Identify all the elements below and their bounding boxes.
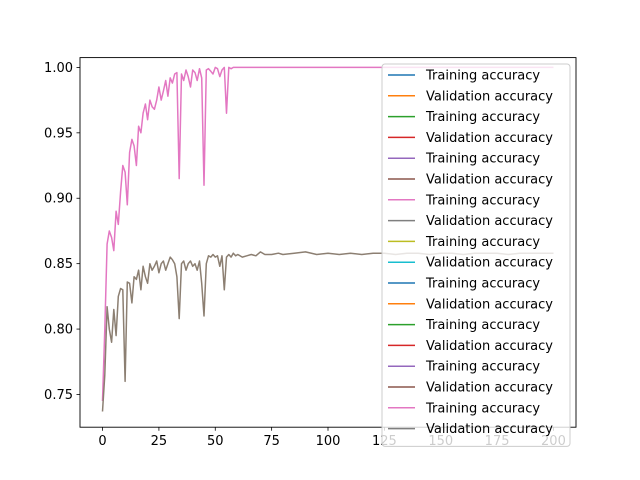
legend-label: Validation accuracy <box>426 381 553 396</box>
legend-label: Validation accuracy <box>426 89 553 104</box>
legend-label: Training accuracy <box>425 318 540 333</box>
x-tick-label: 0 <box>98 434 106 449</box>
y-tick-label: 0.95 <box>44 126 73 141</box>
y-tick-label: 0.75 <box>44 388 73 403</box>
legend-label: Training accuracy <box>425 401 540 416</box>
legend: Training accuracy Validation accuracy Trai… <box>381 63 571 447</box>
legend-label: Validation accuracy <box>426 214 553 229</box>
legend-label: Validation accuracy <box>426 131 553 146</box>
y-tick-label: 0.85 <box>44 257 73 272</box>
series-layer <box>101 66 554 412</box>
y-tick-label: 1.00 <box>44 61 73 76</box>
y-tick-label: 0.90 <box>44 192 73 207</box>
y-tick-label: 0.80 <box>44 323 73 338</box>
x-tick-label: 100 <box>316 434 341 449</box>
legend-label: Training accuracy <box>425 193 540 208</box>
x-tick-label: 50 <box>207 434 224 449</box>
legend-label: Training accuracy <box>425 152 540 167</box>
legend-label: Training accuracy <box>425 69 540 84</box>
x-tick-label: 25 <box>151 434 168 449</box>
y-axis-ticks: 0.75 0.80 0.85 0.90 0.95 1.00 <box>44 61 80 403</box>
legend-label: Training accuracy <box>425 360 540 375</box>
legend-label: Validation accuracy <box>426 256 553 271</box>
legend-label: Validation accuracy <box>426 297 553 312</box>
series-line-validation-accuracy <box>101 251 554 412</box>
legend-label: Validation accuracy <box>426 339 553 354</box>
legend-label: Training accuracy <box>425 110 540 125</box>
legend-label: Validation accuracy <box>426 422 553 437</box>
series-line-training-accuracy <box>101 66 554 402</box>
legend-box <box>381 63 571 447</box>
legend-label: Training accuracy <box>425 277 540 292</box>
legend-label: Validation accuracy <box>426 173 553 188</box>
x-tick-label: 75 <box>263 434 280 449</box>
legend-label: Training accuracy <box>425 235 540 250</box>
